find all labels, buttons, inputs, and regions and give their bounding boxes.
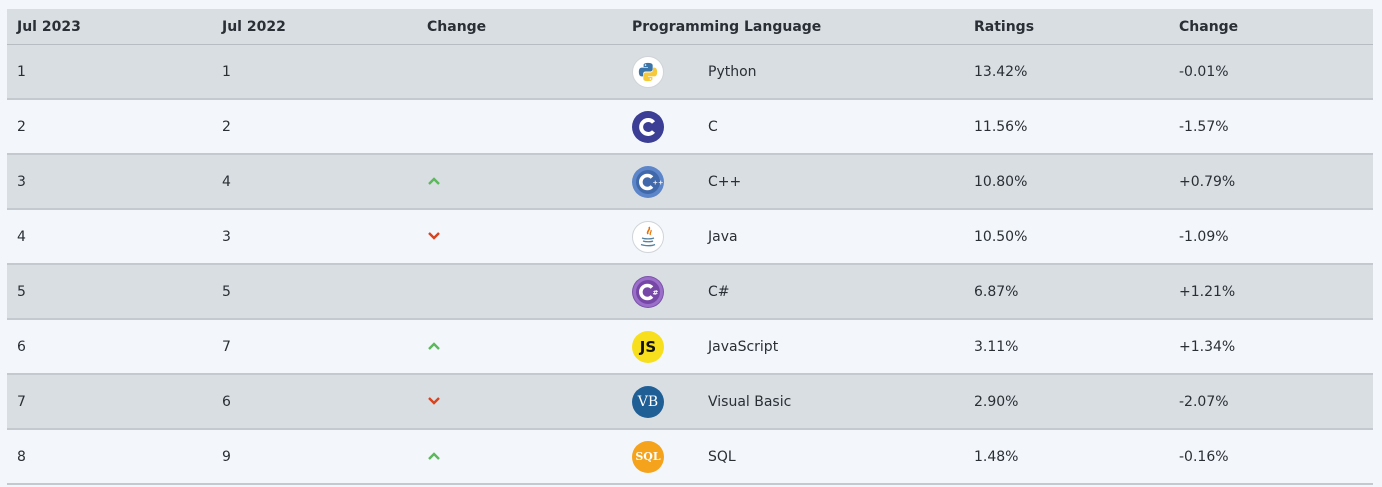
table-row: 3 4 ++ C++ 10.80% +0.79% <box>7 155 1373 210</box>
rating-change: +1.34% <box>1179 338 1236 355</box>
rating-value: 13.42% <box>974 63 1028 80</box>
trend-cell <box>417 394 622 410</box>
trend-cell <box>417 339 622 355</box>
rank-2023: 5 <box>17 283 26 300</box>
trend-cell <box>417 449 622 465</box>
rank-2022: 7 <box>222 338 231 355</box>
sql-icon: SQL <box>632 440 664 473</box>
header-ratings-change[interactable]: Change <box>1179 18 1239 35</box>
rank-2022: 3 <box>222 228 231 245</box>
header-change[interactable]: Change <box>427 18 487 35</box>
rating-change: +0.79% <box>1179 173 1236 190</box>
rank-2022: 9 <box>222 448 231 465</box>
trend-down-icon <box>428 231 440 240</box>
trend-cell <box>417 174 622 190</box>
table-row: 7 6 VB Visual Basic 2.90% -2.07% <box>7 375 1373 430</box>
rating-value: 1.48% <box>974 448 1019 465</box>
rating-value: 10.50% <box>974 228 1028 245</box>
rank-2023: 8 <box>17 448 26 465</box>
rating-value: 11.56% <box>974 118 1028 135</box>
rating-value: 10.80% <box>974 173 1028 190</box>
language-name[interactable]: C++ <box>708 173 742 190</box>
table-row: 8 9 SQL SQL 1.48% -0.16% <box>7 430 1373 485</box>
csharp-icon: # <box>632 275 664 308</box>
rank-2022: 6 <box>222 393 231 410</box>
visual-basic-icon: VB <box>632 385 664 418</box>
language-cell: JS JavaScript <box>622 330 964 363</box>
table-row: 5 5 # C# 6.87% +1.21% <box>7 265 1373 320</box>
table-row: 1 1 Python 13.42% -0.01% <box>7 45 1373 100</box>
c-icon <box>632 110 664 143</box>
language-name[interactable]: JavaScript <box>708 338 779 355</box>
language-cell: VB Visual Basic <box>622 385 964 418</box>
rating-value: 3.11% <box>974 338 1019 355</box>
language-name[interactable]: Python <box>708 63 757 80</box>
rating-change: -0.01% <box>1179 63 1229 80</box>
javascript-icon: JS <box>632 330 664 363</box>
trend-cell <box>417 229 622 245</box>
language-name[interactable]: Visual Basic <box>708 393 792 410</box>
language-cell: Python <box>622 55 964 88</box>
rank-2023: 6 <box>17 338 26 355</box>
rating-change: -0.16% <box>1179 448 1229 465</box>
rank-2022: 4 <box>222 173 231 190</box>
header-programming-language[interactable]: Programming Language <box>632 18 822 35</box>
rank-2022: 1 <box>222 63 231 80</box>
trend-up-icon <box>428 451 440 460</box>
language-name[interactable]: SQL <box>708 448 736 465</box>
rank-2023: 1 <box>17 63 26 80</box>
language-cell: C <box>622 110 964 143</box>
rank-2023: 2 <box>17 118 26 135</box>
rank-2022: 2 <box>222 118 231 135</box>
svg-text:++: ++ <box>653 178 664 186</box>
rank-2022: 5 <box>222 283 231 300</box>
table-row: 4 3 Java 10.50% -1.09% <box>7 210 1373 265</box>
rank-2023: 3 <box>17 173 26 190</box>
tiobe-index-table: Jul 2023 Jul 2022 Change Programming Lan… <box>7 9 1373 485</box>
java-icon <box>632 220 664 253</box>
rank-2023: 7 <box>17 393 26 410</box>
python-icon <box>632 55 664 88</box>
language-name[interactable]: C# <box>708 283 730 300</box>
header-jul-2022[interactable]: Jul 2022 <box>222 18 286 35</box>
trend-up-icon <box>428 341 440 350</box>
language-cell: Java <box>622 220 964 253</box>
language-name[interactable]: C <box>708 118 718 135</box>
rating-value: 6.87% <box>974 283 1019 300</box>
language-cell: SQL SQL <box>622 440 964 473</box>
cpp-icon: ++ <box>632 165 664 198</box>
table-row: 2 2 C 11.56% -1.57% <box>7 100 1373 155</box>
table-header: Jul 2023 Jul 2022 Change Programming Lan… <box>7 9 1373 45</box>
header-ratings[interactable]: Ratings <box>974 18 1035 35</box>
rating-change: -1.57% <box>1179 118 1229 135</box>
trend-up-icon <box>428 176 440 185</box>
language-cell: ++ C++ <box>622 165 964 198</box>
language-cell: # C# <box>622 275 964 308</box>
svg-text:#: # <box>653 288 659 296</box>
rating-change: -1.09% <box>1179 228 1229 245</box>
table-row: 6 7 JS JavaScript 3.11% +1.34% <box>7 320 1373 375</box>
language-name[interactable]: Java <box>708 228 738 245</box>
rating-change: -2.07% <box>1179 393 1229 410</box>
rank-2023: 4 <box>17 228 26 245</box>
trend-down-icon <box>428 396 440 405</box>
rating-change: +1.21% <box>1179 283 1236 300</box>
header-jul-2023[interactable]: Jul 2023 <box>17 18 81 35</box>
rating-value: 2.90% <box>974 393 1019 410</box>
